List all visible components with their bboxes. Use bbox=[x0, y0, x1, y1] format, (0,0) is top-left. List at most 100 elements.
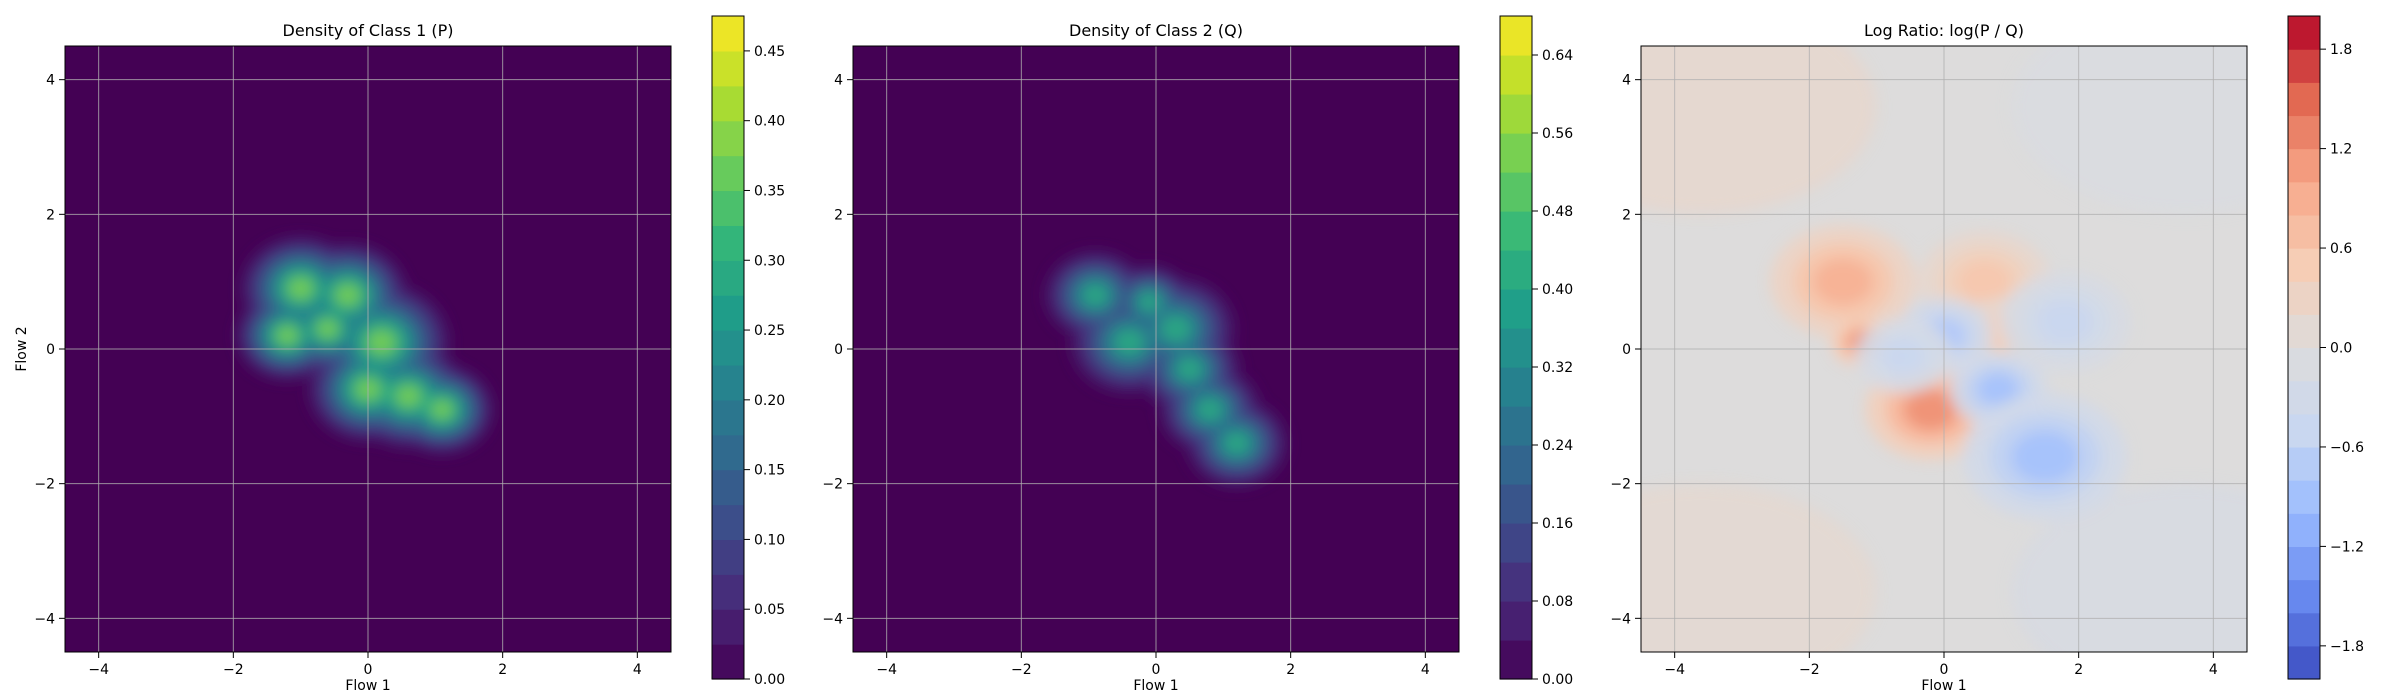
colorbar-band bbox=[1500, 601, 1532, 641]
ratio-blob-mark bbox=[1977, 373, 2018, 405]
panel-3-xlabel: Flow 1 bbox=[1921, 678, 1966, 694]
colorbar-band bbox=[2288, 214, 2320, 249]
colorbar-band bbox=[1500, 328, 1532, 368]
colorbar-tick-label: −0.6 bbox=[2330, 440, 2364, 456]
colorbar-band bbox=[2288, 181, 2320, 216]
colorbar-band bbox=[712, 609, 744, 645]
colorbar-tick-label: 0.05 bbox=[754, 602, 785, 618]
colorbar-band bbox=[712, 469, 744, 506]
colorbar-band bbox=[1500, 250, 1532, 290]
colorbar-band bbox=[712, 85, 744, 122]
colorbar-tick-label: 0.45 bbox=[754, 44, 785, 60]
colorbar-band bbox=[712, 399, 744, 436]
colorbar-band bbox=[2288, 446, 2320, 481]
panel-1-xlabel: Flow 1 bbox=[345, 678, 390, 694]
panel-1-colorbar: 0.00 0.05 0.10 0.15 0.20 0.25 0.30 0.35 0.40 0.45 bbox=[711, 15, 785, 688]
density-cluster-mark bbox=[1199, 400, 1221, 419]
ratio-blob-mark bbox=[1957, 261, 2012, 303]
x-tick-label: 0 bbox=[364, 662, 373, 678]
colorbar-tick-label: 0.64 bbox=[1542, 48, 1573, 64]
colorbar-band bbox=[1500, 133, 1532, 173]
colorbar-band bbox=[2288, 579, 2320, 614]
colorbar-band bbox=[2288, 546, 2320, 581]
density-cluster-mark bbox=[1140, 294, 1159, 310]
y-tick-label: −2 bbox=[34, 477, 55, 493]
y-tick-label: −4 bbox=[822, 611, 843, 627]
density-cluster-mark bbox=[367, 329, 396, 355]
panel-3-colorbar: −1.8 −1.2 −0.6 0.0 0.6 1.2 1.8 bbox=[2287, 15, 2364, 680]
colorbar-band bbox=[1500, 367, 1532, 407]
ratio-blob-mark bbox=[2038, 301, 2092, 343]
panel-3-title: Log Ratio: log(P / Q) bbox=[1864, 21, 2024, 40]
colorbar-tick-label: 0.35 bbox=[754, 183, 785, 199]
panel-2: Density of Class 2 (Q) −4 −2 0 2 4 −4 −2 0 2 4 Fl… bbox=[822, 15, 1573, 694]
y-tick-label: 2 bbox=[46, 207, 55, 223]
x-tick-label: 2 bbox=[2074, 662, 2083, 678]
colorbar-band bbox=[1500, 640, 1532, 680]
ratio-blob-mark bbox=[1813, 258, 1873, 305]
colorbar-band bbox=[2288, 115, 2320, 150]
x-tick-label: 0 bbox=[1940, 662, 1949, 678]
colorbar-band bbox=[1500, 94, 1532, 134]
y-tick-label: 4 bbox=[46, 73, 55, 89]
colorbar-tick-label: 0.30 bbox=[754, 253, 785, 269]
x-tick-label: 4 bbox=[1421, 662, 1430, 678]
colorbar-band bbox=[712, 260, 744, 296]
colorbar-band bbox=[2288, 513, 2320, 547]
ratio-blob-mark bbox=[1883, 340, 1924, 372]
colorbar-band bbox=[1500, 16, 1532, 56]
colorbar-tick-label: 0.56 bbox=[1542, 126, 1573, 142]
colorbar-tick-label: 0.48 bbox=[1542, 204, 1573, 220]
y-tick-label: −4 bbox=[1610, 611, 1631, 627]
colorbar-band bbox=[712, 155, 744, 192]
panel-1-ylabel: Flow 2 bbox=[14, 326, 30, 371]
colorbar-band bbox=[1500, 406, 1532, 446]
colorbar-band bbox=[2288, 314, 2320, 349]
density-cluster-mark bbox=[316, 319, 339, 339]
panel-2-colorbar: 0.00 0.08 0.16 0.24 0.32 0.40 0.48 0.56 0.64 bbox=[1499, 15, 1573, 688]
colorbar-tick-label: 0.00 bbox=[1542, 672, 1573, 688]
colorbar-band bbox=[1500, 172, 1532, 212]
density-cluster-mark bbox=[335, 284, 361, 306]
y-tick-label: 2 bbox=[1622, 207, 1631, 223]
colorbar-band bbox=[712, 644, 744, 680]
colorbar-band bbox=[1500, 55, 1532, 95]
panel-1-ticks: −4 −2 0 2 4 −4 −2 0 2 4 bbox=[34, 73, 642, 678]
colorbar-band bbox=[2288, 645, 2320, 680]
x-tick-label: −4 bbox=[1664, 662, 1685, 678]
colorbar-band bbox=[2288, 612, 2320, 647]
colorbar-frame bbox=[711, 15, 745, 680]
colorbar-frame bbox=[1499, 15, 1533, 680]
colorbar-band bbox=[2288, 380, 2320, 415]
density-cluster-mark bbox=[288, 277, 314, 300]
colorbar-band bbox=[1500, 211, 1532, 251]
x-tick-label: 2 bbox=[498, 662, 507, 678]
colorbar-band bbox=[712, 120, 744, 157]
colorbar-tick-label: 0.15 bbox=[754, 463, 785, 479]
panel-3-ratio-field bbox=[1641, 46, 2247, 652]
panel-2-density-field bbox=[1044, 250, 1288, 488]
colorbar-band bbox=[1500, 289, 1532, 329]
colorbar-tick-label: 0.25 bbox=[754, 323, 785, 339]
colorbar-tick-label: 0.32 bbox=[1542, 360, 1573, 376]
density-cluster-mark bbox=[1226, 433, 1248, 453]
colorbar-tick-label: 0.40 bbox=[754, 114, 785, 130]
panel-1-title: Density of Class 1 (P) bbox=[283, 21, 454, 40]
colorbar-band bbox=[2288, 413, 2320, 448]
colorbar-tick-label: 0.10 bbox=[754, 532, 785, 548]
panel-2-title: Density of Class 2 (Q) bbox=[1069, 21, 1243, 40]
panel-3-gridlines bbox=[1641, 46, 2247, 652]
density-cluster-mark bbox=[1179, 359, 1201, 379]
colorbar-tick-label: 1.8 bbox=[2330, 42, 2352, 58]
colorbar-tick-label: 0.24 bbox=[1542, 438, 1573, 454]
colorbar-tick-label: 1.2 bbox=[2330, 142, 2352, 158]
y-tick-label: 0 bbox=[1622, 342, 1631, 358]
colorbar-tick-label: 0.00 bbox=[754, 672, 785, 688]
colorbar-tick-label: 0.20 bbox=[754, 393, 785, 409]
ratio-background-mark bbox=[2011, 46, 2247, 215]
density-cluster-mark bbox=[431, 400, 453, 419]
colorbar-band bbox=[1500, 523, 1532, 563]
y-tick-label: 4 bbox=[1622, 73, 1631, 89]
x-tick-label: 2 bbox=[1286, 662, 1295, 678]
ratio-blob-mark bbox=[1903, 388, 1958, 431]
